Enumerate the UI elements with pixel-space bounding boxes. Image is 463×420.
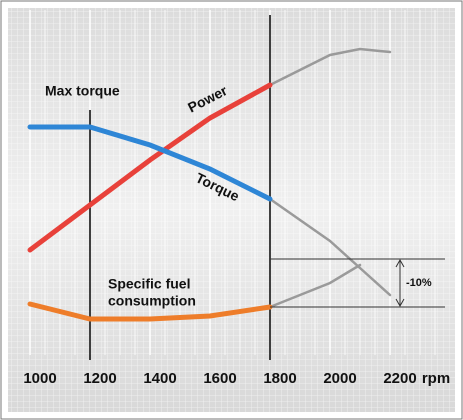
x-tick-label: 2200 bbox=[383, 370, 416, 387]
x-tick-label: 1600 bbox=[203, 370, 236, 387]
series-line-beyond bbox=[268, 263, 362, 309]
marker-label: Max torque bbox=[45, 83, 120, 99]
bracket-label: -10% bbox=[406, 277, 432, 289]
x-tick-label: 1400 bbox=[143, 370, 176, 387]
arrow-head bbox=[395, 258, 405, 308]
series-label: Specific fuel bbox=[108, 276, 190, 292]
series-line bbox=[27, 82, 273, 253]
x-unit-label: rpm bbox=[422, 370, 450, 387]
series-line bbox=[27, 124, 273, 202]
x-tick-label: 1200 bbox=[83, 370, 116, 387]
x-tick-label: 1000 bbox=[23, 370, 56, 387]
x-tick-label: 2000 bbox=[323, 370, 356, 387]
series-line-beyond bbox=[268, 47, 392, 87]
series-label: consumption bbox=[108, 293, 196, 309]
x-tick-label: 1800 bbox=[263, 370, 296, 387]
series-line-beyond bbox=[268, 197, 392, 297]
series-line bbox=[27, 301, 273, 322]
